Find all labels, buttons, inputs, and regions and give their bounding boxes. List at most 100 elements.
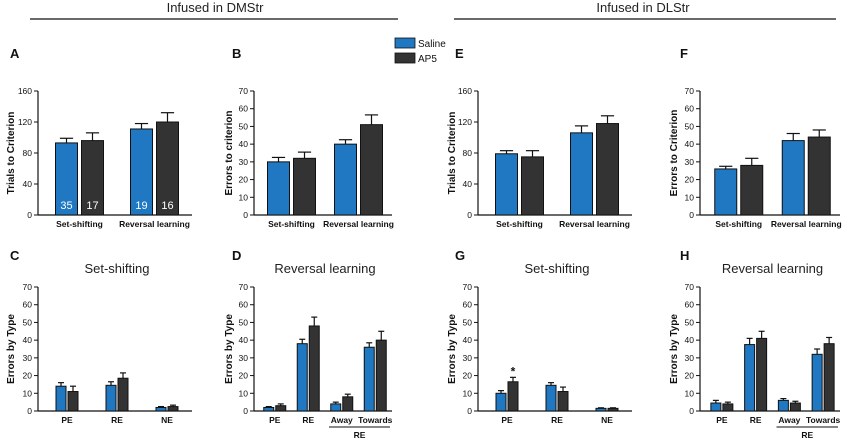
panel-b: B 0 10 20 30 40 50 60 70 Errors to criterion Set-s… [224, 46, 394, 229]
y-tick-label: 60 [685, 104, 695, 114]
bar-ap5-set-shifting [293, 157, 316, 216]
bar-saline-set-shifting [495, 153, 518, 216]
y-tick-label: 160 [18, 86, 32, 96]
x-category-label: Set-shifting [268, 219, 315, 229]
panel-letter: G [455, 248, 465, 263]
bar-ap5-away [789, 402, 801, 412]
bar-ap5-pe [275, 405, 287, 412]
y-axis-label: Errors by Type [447, 314, 458, 384]
y-tick-label: 20 [685, 175, 695, 185]
bar-saline-away [330, 403, 342, 412]
bar-n-label: 35 [60, 200, 72, 212]
x-category-label: PE [269, 415, 281, 425]
x-category-label: Reversal learning [771, 219, 842, 229]
bar-ap5-set-shifting [740, 164, 764, 216]
x-category-label: PE [61, 415, 73, 425]
y-tick-label: 0 [27, 210, 32, 220]
panel-h: H Reversal learning 0 10 20 30 40 50 60 70 Errors … [669, 248, 841, 440]
x-category-label: Reversal learning [119, 219, 190, 229]
y-tick-label: 40 [463, 179, 473, 189]
bar-saline-re [105, 384, 117, 412]
bar-ap5-ne [607, 407, 619, 412]
y-tick-label: 60 [239, 300, 249, 310]
bar-saline-re [744, 344, 756, 412]
bar-saline-reversal-learning [781, 140, 805, 216]
x-category-label: RE [750, 415, 762, 425]
y-tick-label: 120 [458, 117, 472, 127]
y-tick-label: 70 [463, 282, 473, 292]
y-tick-label: 10 [685, 192, 695, 202]
y-tick-label: 70 [23, 282, 33, 292]
x-category-label: RE [111, 415, 123, 425]
x-category-label: PE [716, 415, 728, 425]
bar-ap5-reversal-learning [360, 124, 383, 216]
y-tick-label: 20 [239, 371, 249, 381]
bar-saline-re [296, 343, 308, 412]
bar-ap5-towards [375, 339, 387, 412]
y-tick-label: 40 [685, 139, 695, 149]
x-category-label: Set-shifting [56, 219, 103, 229]
x-category-label: NE [601, 415, 613, 425]
y-axis-label: Errors to Criterion [669, 110, 680, 197]
y-axis-label: Errors to criterion [224, 110, 235, 195]
y-tick-label: 50 [685, 317, 695, 327]
bar-ap5-towards [823, 343, 835, 412]
y-tick-label: 20 [685, 371, 695, 381]
y-tick-label: 40 [23, 335, 33, 345]
panel-title: Reversal learning [722, 261, 823, 276]
group-label: RE [801, 430, 813, 440]
y-tick-label: 0 [27, 406, 32, 416]
bar-saline-reversal-learning [334, 143, 357, 216]
panel-letter: E [455, 46, 464, 61]
panel-title: Set-shifting [524, 261, 589, 276]
legend-label-ap5: AP5 [418, 54, 437, 65]
y-tick-label: 10 [463, 388, 473, 398]
y-tick-label: 160 [458, 86, 472, 96]
bar-saline-away [777, 399, 789, 412]
y-tick-label: 0 [243, 210, 248, 220]
y-tick-label: 0 [467, 406, 472, 416]
y-tick-label: 10 [239, 192, 249, 202]
y-tick-label: 10 [239, 388, 249, 398]
y-tick-label: 30 [685, 157, 695, 167]
bar-n-label: 16 [161, 200, 173, 212]
y-tick-label: 40 [239, 335, 249, 345]
y-tick-label: 30 [23, 353, 33, 363]
y-tick-label: 40 [463, 335, 473, 345]
panel-g: G Set-shifting 0 10 20 30 40 50 60 70 Errors by Ty… [447, 248, 632, 425]
panel-letter: H [680, 248, 689, 263]
legend-swatch-ap5 [394, 52, 416, 64]
bar-ap5-pe [722, 403, 734, 412]
y-tick-label: 60 [685, 300, 695, 310]
panel-d: D Reversal learning 0 10 20 30 40 50 60 70 Errors … [224, 248, 393, 440]
y-axis-label: Errors by Type [224, 314, 235, 384]
panel-letter: A [10, 46, 20, 61]
y-tick-label: 40 [23, 179, 33, 189]
bar-saline-pe [55, 385, 67, 412]
bar-saline-pe [710, 402, 722, 412]
x-category-label: RE [551, 415, 563, 425]
y-tick-label: 70 [239, 282, 249, 292]
panel-letter: C [10, 248, 20, 263]
panel-f: F 0 10 20 30 40 50 60 70 Errors to Criterion Set-s… [669, 46, 842, 229]
bar-saline-ne [155, 406, 167, 412]
x-category-label: Reversal learning [323, 219, 394, 229]
y-tick-label: 70 [685, 282, 695, 292]
legend-swatch-saline [394, 37, 416, 49]
panel-title: Reversal learning [274, 261, 375, 276]
y-tick-label: 0 [689, 210, 694, 220]
x-category-label: RE [302, 415, 314, 425]
bar-ap5-reversal-learning [807, 136, 831, 216]
panel-letter: B [232, 46, 241, 61]
bar-ap5-pe [507, 381, 519, 412]
panel-letter: F [680, 46, 688, 61]
bar-ap5-pe [67, 391, 79, 412]
bar-saline-towards [363, 346, 375, 412]
bar-ap5-reversal-learning [596, 123, 619, 216]
y-tick-label: 50 [239, 121, 249, 131]
significance-marker: * [511, 364, 516, 378]
y-tick-label: 30 [239, 353, 249, 363]
x-category-label: Away [331, 415, 353, 425]
y-tick-label: 60 [463, 300, 473, 310]
bar-ap5-re [117, 377, 129, 412]
